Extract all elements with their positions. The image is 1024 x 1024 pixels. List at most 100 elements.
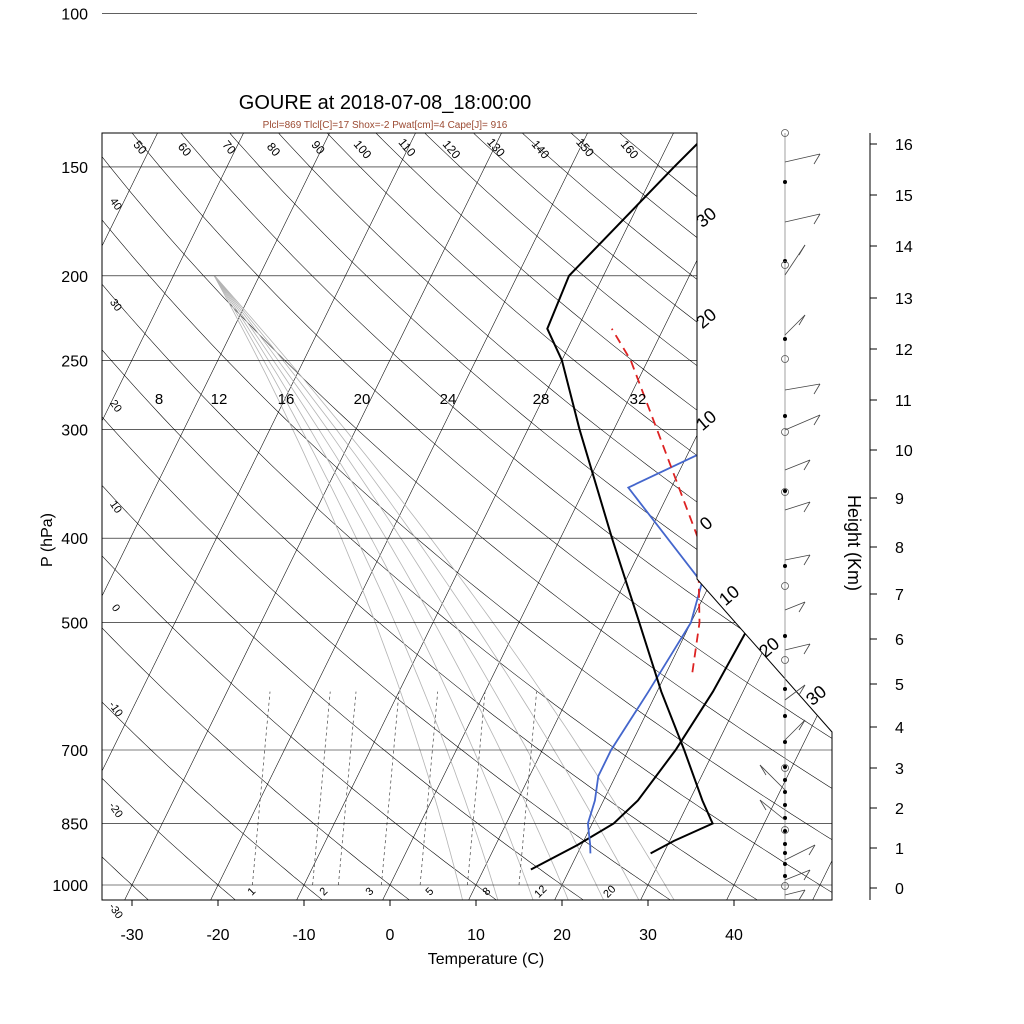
height-tick-label: 14 [895, 239, 913, 256]
wind-barb-flag [798, 314, 806, 326]
wind-level-dot [783, 489, 787, 493]
mixing-ratio-line [419, 691, 439, 886]
dry-adiabat-line [102, 133, 327, 900]
theta-label: 70 [219, 138, 239, 157]
pressure-tick-label: 300 [61, 422, 88, 439]
calm-wind-circle [781, 764, 789, 772]
wind-level-dot [783, 816, 787, 820]
mixing-ratio-label: 20 [601, 883, 618, 900]
height-tick-label: 12 [895, 342, 913, 359]
pressure-tick-label: 500 [61, 616, 88, 633]
calm-wind-circle [781, 355, 789, 363]
height-tick-label: 5 [895, 677, 904, 694]
wind-barb [784, 153, 821, 163]
height-tick-label: 10 [895, 443, 913, 460]
pressure-tick-label: 200 [61, 269, 88, 286]
height-tick-label: 3 [895, 761, 904, 778]
wind-barb-flag [813, 414, 821, 426]
moist-adiabat-line [214, 275, 606, 900]
mixing-ratio-line [518, 691, 537, 886]
isotherm-label: 10 [692, 406, 720, 434]
isotherm-label: 10 [715, 581, 743, 609]
isotherm-line [102, 133, 485, 900]
moist-adiabat-line [214, 275, 641, 900]
isotherm-label: 20 [692, 304, 720, 332]
wind-barb [784, 414, 821, 431]
mixing-ratio-label: 5 [423, 885, 436, 898]
isotherm-line [983, 0, 1024, 903]
theta-label: 160 [618, 137, 642, 162]
isotherm-label: 30 [802, 681, 830, 709]
isotherm-line [810, 133, 832, 900]
wind-level-dot [783, 414, 787, 418]
wind-level-dot [783, 829, 787, 833]
wind-barb-flag [803, 869, 811, 881]
mixing-ratio-line [312, 691, 331, 886]
dry-adiabat-line [220, 133, 832, 900]
pressure-tick-label: 700 [61, 743, 88, 760]
wind-barb [784, 719, 806, 741]
calm-wind-circle [781, 582, 789, 590]
moist-adiabat-line [214, 275, 571, 900]
dry-adiabat-line [102, 133, 153, 900]
theta-e-label: 8 [155, 391, 163, 408]
isotherm-line [122, 133, 571, 900]
wind-barb [784, 684, 806, 701]
mixing-ratio-line [338, 691, 357, 886]
profile-line [530, 133, 832, 871]
wind-level-dot [783, 714, 787, 718]
theta-e-label: 16 [278, 391, 295, 408]
calm-wind-circle [781, 129, 789, 137]
wind-level-dot [783, 337, 787, 341]
wind-barb [759, 799, 786, 821]
wind-level-dot [783, 564, 787, 568]
wind-level-dot [783, 765, 787, 769]
wind-barb-flag [808, 844, 816, 856]
isotherm-label: -20 [106, 800, 125, 820]
isotherm-label: -10 [106, 699, 125, 719]
wind-barb [784, 213, 821, 223]
mixing-ratio-label: 3 [363, 885, 376, 898]
dry-adiabat-line [102, 133, 502, 900]
height-tick-label: 1 [895, 841, 904, 858]
temperature-tick-label: 20 [553, 927, 571, 944]
profile-line [586, 133, 832, 854]
isotherm-line [466, 133, 832, 900]
isotherm-label: 20 [107, 398, 124, 415]
wind-barb-flag [798, 601, 806, 613]
dry-adiabat-line [102, 133, 763, 900]
isotherm-line [724, 133, 832, 900]
temperature-tick-label: 0 [386, 927, 395, 944]
wind-level-dot [783, 874, 787, 878]
isotherm-line [0, 0, 54, 903]
wind-barb-flag [798, 684, 806, 696]
mixing-ratio-line [252, 691, 271, 886]
theta-label: 150 [573, 135, 597, 160]
wind-level-dot [783, 740, 787, 744]
pressure-tick-label: 150 [61, 160, 88, 177]
isotherm-line [102, 133, 141, 900]
wind-barb [759, 764, 786, 791]
mixing-ratio-line [381, 691, 400, 886]
calm-wind-circle [781, 488, 789, 496]
height-tick-label: 13 [895, 291, 913, 308]
chart-title: GOURE at 2018-07-08_18:00:00 [239, 92, 531, 114]
dry-adiabat-line [175, 133, 832, 900]
wind-level-dot [783, 790, 787, 794]
isotherm-line [102, 133, 227, 900]
dry-adiabat-line [102, 133, 589, 900]
temperature-tick-label: -10 [292, 927, 315, 944]
pressure-tick-label: 400 [61, 531, 88, 548]
wind-barb [784, 844, 816, 861]
height-tick-label: 16 [895, 137, 913, 154]
wind-level-dot [783, 259, 787, 263]
wind-barb-flag [803, 501, 811, 513]
wind-barb [784, 643, 811, 651]
wind-barb-flag [803, 459, 811, 471]
wind-barb [784, 501, 811, 511]
isotherm-label: 20 [755, 633, 783, 661]
wind-level-dot [783, 687, 787, 691]
isotherm-line [208, 133, 657, 900]
wind-barb-flag [813, 213, 821, 225]
